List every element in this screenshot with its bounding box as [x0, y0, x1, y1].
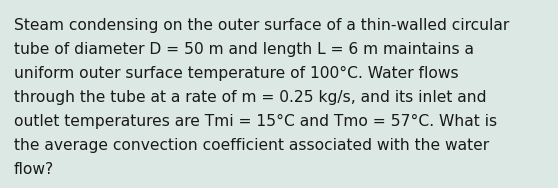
Text: the average convection coefficient associated with the water: the average convection coefficient assoc…	[14, 138, 489, 153]
Text: tube of diameter D = 50 m and length L = 6 m maintains a: tube of diameter D = 50 m and length L =…	[14, 42, 474, 57]
Text: uniform outer surface temperature of 100°C. Water flows: uniform outer surface temperature of 100…	[14, 66, 459, 81]
Text: flow?: flow?	[14, 162, 54, 177]
Text: outlet temperatures are Tmi = 15°C and Tmo = 57°C. What is: outlet temperatures are Tmi = 15°C and T…	[14, 114, 497, 129]
Text: Steam condensing on the outer surface of a thin-walled circular: Steam condensing on the outer surface of…	[14, 18, 509, 33]
Text: through the tube at a rate of m = 0.25 kg/s, and its inlet and: through the tube at a rate of m = 0.25 k…	[14, 90, 487, 105]
